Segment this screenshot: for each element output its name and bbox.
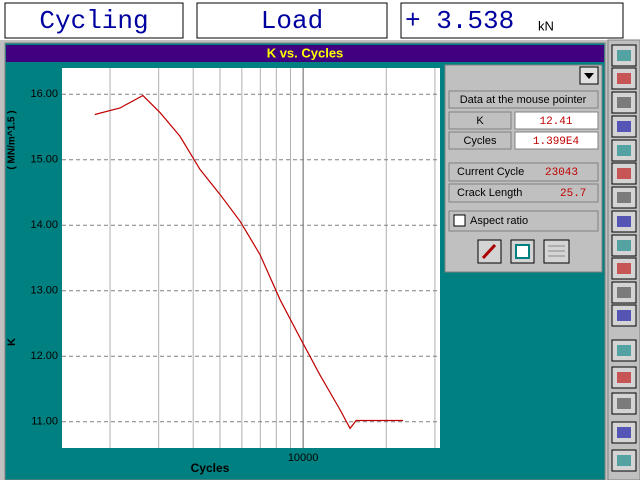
tool-icon <box>617 263 631 274</box>
y-tick-label: 11.00 <box>31 416 58 428</box>
data-line <box>94 94 404 430</box>
x-tick-label: 10000 <box>288 452 319 464</box>
tool-icon <box>617 192 631 203</box>
reading: + 3.538 <box>405 6 514 36</box>
k-label-box <box>448 111 512 130</box>
dropdown-arrow <box>584 73 594 79</box>
unit: kN <box>538 18 554 33</box>
y-axis-unit: ( MN/m^1.5 ) <box>7 110 18 169</box>
tool-icon <box>617 145 631 156</box>
tool-icon <box>617 73 631 84</box>
y-tick-label: 12.00 <box>30 350 58 362</box>
aspect-box <box>448 210 599 232</box>
grid-icon <box>548 245 565 257</box>
tool-icon <box>617 216 631 227</box>
crack-length-box <box>448 183 599 203</box>
tool-icon <box>617 427 631 438</box>
aspect-ratio-label[interactable]: Aspect ratio <box>470 215 528 227</box>
tool-icon <box>617 455 631 466</box>
tool-icon <box>617 50 631 61</box>
y-tick-label: 13.00 <box>30 285 58 297</box>
mode: Cycling <box>39 6 148 36</box>
y-tick-label: 14.00 <box>30 219 58 231</box>
tool-icon <box>617 240 631 251</box>
pause-icon <box>515 244 530 259</box>
y-axis-label: K <box>6 338 18 346</box>
tool-icon <box>617 97 631 108</box>
tool-icon <box>617 372 631 383</box>
aspect-checkbox[interactable] <box>453 214 466 227</box>
crack-length-value: 25.7 <box>560 188 586 200</box>
cycles-value: 1.399E4 <box>533 136 580 148</box>
tool-icon <box>617 398 631 409</box>
panel-buttons <box>477 239 570 264</box>
tool-icon <box>617 345 631 356</box>
current-cycle-label: Current Cycle <box>457 166 524 178</box>
crack-length-label: Crack Length <box>457 187 522 199</box>
mode-box <box>4 2 184 39</box>
tool-icon <box>617 121 631 132</box>
y-tick-label: 16.00 <box>30 88 58 100</box>
caption-box <box>448 90 599 109</box>
k-label: K <box>476 115 484 127</box>
tool-icon <box>617 310 631 321</box>
toolbar-buttons <box>611 44 637 472</box>
x-axis-label: Cycles <box>191 461 230 475</box>
channel-box <box>196 2 388 39</box>
tool-icon <box>617 168 631 179</box>
channel: Load <box>261 6 323 36</box>
current-cycle-box <box>448 162 599 182</box>
reading-box <box>400 2 624 39</box>
cycles-label: Cycles <box>463 135 497 147</box>
pointer-caption: Data at the mouse pointer <box>460 94 587 106</box>
current-cycle-value: 23043 <box>545 167 578 179</box>
y-tick-label: 15.00 <box>30 154 58 166</box>
pen-icon <box>481 243 497 260</box>
plot-area <box>62 68 440 448</box>
tool-icon <box>617 287 631 298</box>
title-bar <box>6 45 604 62</box>
k-value: 12.41 <box>539 116 572 128</box>
cycles-label-box <box>448 131 512 150</box>
k-value-box <box>514 111 599 130</box>
chart-title: K vs. Cycles <box>267 45 344 60</box>
cycles-value-box <box>514 131 599 150</box>
